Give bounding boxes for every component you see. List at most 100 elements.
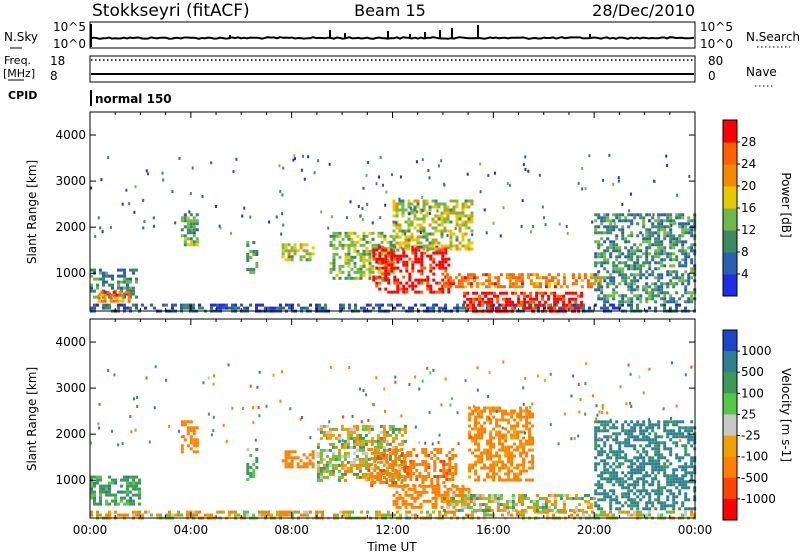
range-gate-cell [402, 275, 406, 279]
range-gate-cell [666, 480, 670, 484]
range-gate-cell [93, 493, 96, 497]
range-gate-cell [195, 438, 199, 442]
range-gate-cell [517, 285, 521, 289]
range-gate-cell [480, 427, 484, 431]
range-gate-cell [651, 471, 655, 475]
range-gate-cell [216, 303, 219, 307]
range-gate-cell [192, 429, 196, 433]
range-gate-cell [138, 513, 141, 517]
range-gate-cell [675, 480, 679, 484]
range-gate-cell [612, 261, 616, 265]
range-gate-cell [514, 276, 518, 280]
range-gate-cell [636, 294, 640, 298]
range-gate-cell [636, 306, 639, 310]
range-gate-cell [627, 492, 631, 496]
range-gate-cell [654, 450, 658, 454]
range-gate-cell [525, 439, 529, 443]
range-gate-cell [353, 255, 357, 259]
range-gate-cell [477, 415, 481, 419]
range-gate-cell [246, 448, 250, 451]
range-gate-cell [470, 211, 474, 215]
range-gate-cell [132, 292, 135, 296]
range-gate-cell [103, 299, 107, 303]
range-gate-cell [464, 223, 468, 227]
range-gate-cell [678, 489, 682, 493]
range-gate-cell [431, 244, 435, 248]
range-gate-cell [353, 240, 357, 244]
range-gate-cell [311, 456, 315, 460]
range-gate-cell [432, 303, 435, 307]
range-gate-cell [114, 295, 117, 299]
range-gate-cell [403, 460, 407, 463]
range-gate-cell [657, 489, 661, 493]
range-gate-cell [603, 513, 606, 517]
scatter-region [281, 450, 315, 469]
range-gate-cell [672, 420, 676, 424]
range-gate-cell [630, 288, 634, 292]
range-gate-cell [489, 409, 493, 413]
echo-point [275, 215, 278, 219]
range-gate-cell [447, 263, 451, 267]
range-gate-cell [633, 249, 637, 253]
range-gate-cell [135, 481, 138, 485]
echo-point [437, 164, 440, 168]
range-gate-cell [618, 273, 622, 277]
range-gate-cell [645, 471, 649, 475]
echo-point [136, 395, 138, 399]
range-gate-cell [355, 448, 359, 452]
range-gate-cell [127, 293, 131, 297]
range-gate-cell [105, 513, 108, 517]
isolated-echoes [90, 153, 691, 239]
range-gate-cell [669, 489, 673, 493]
range-gate-cell [228, 513, 231, 517]
range-gate-cell [642, 423, 646, 427]
range-gate-cell [606, 462, 610, 466]
range-gate-cell [384, 272, 388, 276]
range-gate-cell [538, 497, 542, 500]
range-gate-cell [396, 287, 400, 291]
range-gate-cell [597, 444, 601, 448]
range-gate-cell [532, 285, 536, 289]
range-gate-cell [672, 432, 676, 436]
range-gate-cell [446, 208, 450, 212]
range-gate-cell [681, 252, 685, 256]
range-gate-cell [402, 260, 406, 264]
echo-point [258, 414, 261, 418]
range-gate-cell [496, 494, 500, 497]
range-gate-cell [603, 444, 607, 448]
range-gate-cell [120, 499, 123, 503]
range-gate-cell [600, 477, 604, 481]
range-gate-cell [382, 475, 386, 479]
range-gate-cell [642, 264, 646, 268]
range-gate-cell [516, 448, 520, 452]
range-gate-cell [690, 291, 694, 295]
range-gate-cell [477, 412, 481, 416]
range-gate-cell [481, 494, 485, 497]
range-gate-cell [384, 287, 388, 291]
range-gate-cell [639, 489, 643, 493]
echo-point [383, 234, 386, 238]
range-gate-cell [401, 208, 405, 212]
range-gate-cell [347, 252, 351, 256]
range-gate-cell [678, 222, 682, 226]
echo-point [243, 206, 246, 210]
range-gate-cell [481, 297, 485, 301]
range-gate-cell [594, 255, 598, 259]
range-gate-cell [422, 484, 426, 488]
range-gate-cell [355, 427, 359, 431]
range-gate-cell [642, 462, 646, 466]
range-gate-cell [642, 225, 646, 229]
range-gate-cell [468, 466, 472, 470]
range-gate-cell [325, 424, 329, 428]
range-gate-cell [577, 497, 581, 500]
range-gate-cell [559, 285, 563, 289]
range-gate-cell [609, 450, 613, 454]
range-gate-cell [577, 306, 581, 310]
range-gate-cell [401, 211, 405, 215]
range-gate-cell [249, 466, 253, 469]
range-gate-cell [379, 439, 383, 443]
range-gate-cell [192, 450, 196, 454]
range-gate-cell [474, 427, 478, 431]
range-gate-cell [406, 472, 410, 475]
range-gate-cell [648, 267, 652, 271]
